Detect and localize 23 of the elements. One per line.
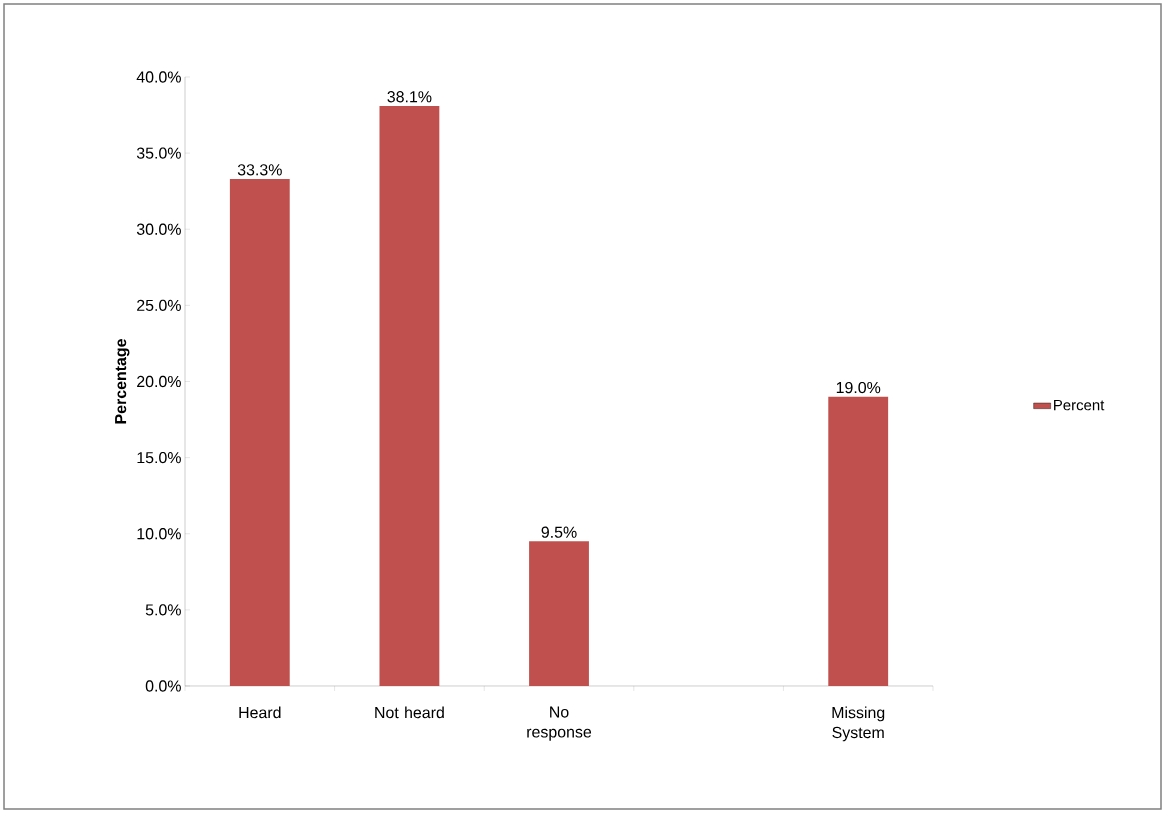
y-tick-label: 0.0% (145, 680, 181, 692)
bar (529, 541, 589, 686)
y-tick-label: 25.0% (137, 299, 181, 311)
y-axis-title: Percentage (115, 339, 130, 424)
y-tick-label: 30.0% (136, 223, 181, 235)
text: 38.1% (387, 91, 432, 103)
x-tick-label: No response (527, 706, 592, 741)
y-tick-label: 15.0% (137, 451, 181, 464)
bar (828, 396, 889, 686)
text: 33.3% (237, 164, 282, 176)
text: 19.0% (836, 381, 881, 394)
y-tick-label: 35.0% (136, 147, 181, 159)
x-tick-label: Missing System (832, 706, 885, 742)
text: 9.5% (541, 526, 577, 538)
bar (229, 178, 290, 686)
y-tick-label: 10.0% (137, 528, 181, 540)
y-tick-label: 5.0% (145, 604, 181, 616)
y-tick-label: 40.0% (136, 71, 181, 83)
legend-label: Percent (1054, 399, 1105, 411)
x-tick-label: Heard (239, 706, 281, 719)
x-tick-label: Not heard (375, 706, 444, 719)
bar (379, 105, 440, 686)
y-tick-label: 20.0% (137, 375, 181, 388)
